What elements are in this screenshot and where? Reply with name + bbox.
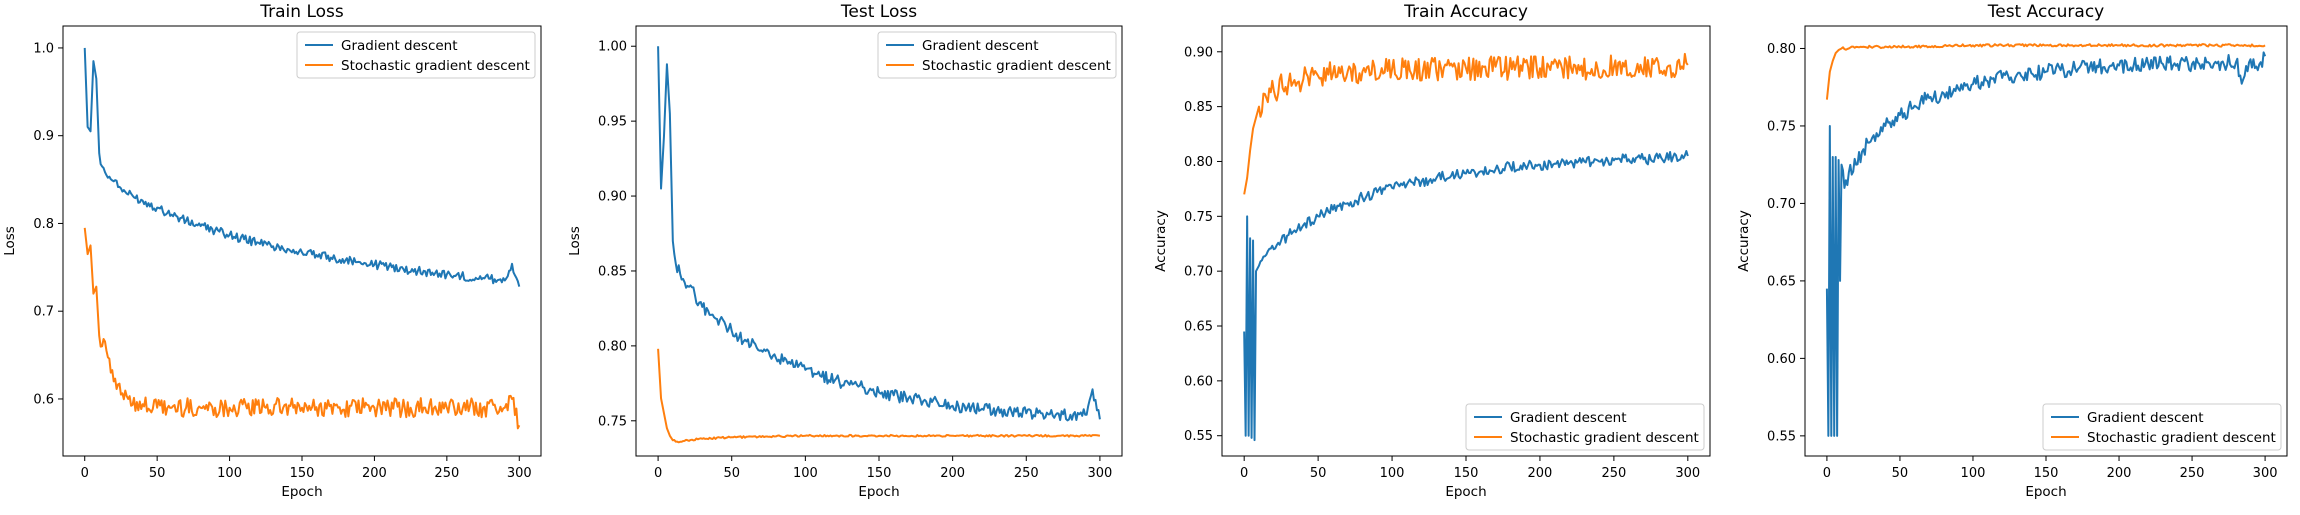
chart-title: Train Accuracy [1403, 2, 1528, 22]
x-tick-label: 250 [2180, 466, 2205, 481]
y-tick-label: 1.0 [33, 41, 54, 56]
y-axis-label: Loss [567, 226, 583, 256]
x-tick-label: 150 [2034, 466, 2059, 481]
x-tick-label: 150 [867, 466, 892, 481]
axes-frame [62, 25, 542, 457]
chart-title: Test Loss [840, 2, 917, 22]
legend-label: Stochastic gradient descent [922, 58, 1111, 74]
legend-label: Stochastic gradient descent [2087, 430, 2276, 446]
y-tick-label: 0.90 [1184, 45, 1213, 60]
y-tick-label: 0.80 [598, 339, 627, 354]
x-tick-label: 50 [1310, 466, 1327, 481]
axes-frame [1221, 25, 1711, 457]
x-tick-label: 50 [149, 466, 166, 481]
x-tick-label: 200 [362, 466, 387, 481]
x-tick-label: 50 [723, 466, 740, 481]
x-tick-label: 250 [434, 466, 459, 481]
y-tick-label: 0.85 [598, 264, 627, 279]
x-axis-label: Epoch [281, 484, 322, 500]
x-tick-label: 100 [1380, 466, 1405, 481]
y-axis-label: Loss [2, 226, 18, 256]
series-line-stochastic-gradient-descent [83, 227, 521, 430]
x-axis-label: Epoch [858, 484, 899, 500]
y-tick-label: 0.65 [1767, 274, 1796, 289]
x-tick-label: 300 [1087, 466, 1112, 481]
legend: Gradient descent Stochastic gradient desc… [1465, 403, 1705, 451]
series-line-gradient-descent [1243, 150, 1689, 442]
legend-box [877, 31, 1117, 79]
y-tick-label: 0.9 [33, 129, 54, 144]
legend: Gradient descent Stochastic gradient desc… [2042, 403, 2282, 451]
x-tick-label: 0 [1823, 466, 1831, 481]
x-axis-label: Epoch [2025, 484, 2066, 500]
y-tick-label: 0.75 [1767, 119, 1796, 134]
x-tick-label: 0 [1240, 466, 1248, 481]
x-tick-label: 150 [290, 466, 315, 481]
x-tick-label: 300 [507, 466, 532, 481]
y-tick-label: 0.85 [1184, 100, 1213, 115]
y-tick-label: 0.55 [1184, 429, 1213, 444]
y-tick-label: 0.8 [33, 217, 54, 232]
legend: Gradient descent Stochastic gradient desc… [296, 31, 536, 79]
legend-box [2042, 403, 2282, 451]
legend: Gradient descent Stochastic gradient desc… [877, 31, 1117, 79]
y-tick-label: 0.6 [33, 392, 54, 407]
chart-panel-4: 0 50 100 150 200 250 300 0.55 0.60 0.65 0.70 0.75 0.… [1736, 2, 2288, 500]
y-tick-label: 0.75 [1184, 210, 1213, 225]
x-tick-label: 100 [1961, 466, 1986, 481]
legend-label: Gradient descent [922, 38, 1039, 54]
y-tick-label: 0.90 [598, 190, 627, 205]
x-tick-label: 250 [1601, 466, 1626, 481]
x-axis-label: Epoch [1445, 484, 1486, 500]
series-line-gradient-descent [1825, 51, 2267, 437]
y-tick-label: 0.7 [33, 305, 54, 320]
legend-label: Gradient descent [2087, 410, 2204, 426]
y-tick-label: 0.95 [598, 115, 627, 130]
y-axis-label: Accuracy [1153, 210, 1169, 272]
series-line-gradient-descent [83, 47, 521, 287]
x-tick-label: 0 [81, 466, 89, 481]
series-line-stochastic-gradient-descent [1243, 52, 1689, 195]
y-tick-label: 0.70 [1767, 197, 1796, 212]
y-tick-label: 0.55 [1767, 429, 1796, 444]
y-axis-label: Accuracy [1736, 210, 1752, 272]
y-tick-label: 0.70 [1184, 265, 1213, 280]
x-tick-label: 100 [217, 466, 242, 481]
series-line-stochastic-gradient-descent [1825, 43, 2266, 100]
chart-panel-3: 0 50 100 150 200 250 300 0.55 0.60 0.65 0.70 0.75 0.… [1153, 2, 1711, 500]
series-line-gradient-descent [657, 46, 1101, 422]
x-tick-label: 300 [1675, 466, 1700, 481]
legend-box [296, 31, 536, 79]
legend-label: Gradient descent [341, 38, 458, 54]
y-tick-label: 0.80 [1767, 42, 1796, 57]
y-tick-label: 0.80 [1184, 155, 1213, 170]
legend-box [1465, 403, 1705, 451]
x-tick-label: 50 [1892, 466, 1909, 481]
legend-label: Stochastic gradient descent [1510, 430, 1699, 446]
y-tick-label: 0.65 [1184, 320, 1213, 335]
x-tick-label: 100 [793, 466, 818, 481]
legend-label: Stochastic gradient descent [341, 58, 530, 74]
y-tick-label: 1.00 [598, 40, 627, 55]
chart-panel-2: 0 50 100 150 200 250 300 0.75 0.80 0.85 0.90 0.95 1.… [567, 2, 1123, 500]
chart-title: Train Loss [259, 2, 344, 22]
x-tick-label: 150 [1454, 466, 1479, 481]
y-tick-label: 0.75 [598, 414, 627, 429]
x-tick-label: 200 [940, 466, 965, 481]
axes-frame [1804, 25, 2288, 457]
chart-title: Test Accuracy [1987, 2, 2105, 22]
legend-label: Gradient descent [1510, 410, 1627, 426]
chart-panel-1: 0 50 100 150 200 250 300 0.6 0.7 0.8 0.9 1.0 Train L… [2, 2, 542, 500]
x-tick-label: 250 [1014, 466, 1039, 481]
x-tick-label: 200 [1528, 466, 1553, 481]
y-tick-label: 0.60 [1184, 374, 1213, 389]
series-line-stochastic-gradient-descent [657, 348, 1101, 444]
y-tick-label: 0.60 [1767, 352, 1796, 367]
x-tick-label: 0 [654, 466, 662, 481]
x-tick-label: 300 [2253, 466, 2278, 481]
x-tick-label: 200 [2107, 466, 2132, 481]
